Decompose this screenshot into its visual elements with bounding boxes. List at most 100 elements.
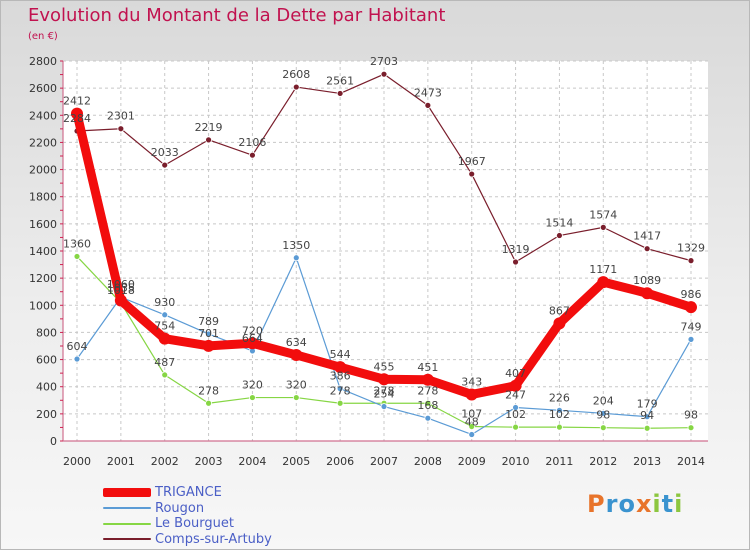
legend-label: Comps-sur-Artuby <box>155 531 272 547</box>
data-label: 94 <box>640 409 654 422</box>
data-label: 754 <box>154 320 175 333</box>
data-label: 1329 <box>677 242 705 255</box>
data-label: 1417 <box>633 230 661 243</box>
data-label: 204 <box>593 394 614 407</box>
data-point <box>202 339 215 352</box>
data-point <box>509 379 522 392</box>
data-label: 386 <box>330 370 351 383</box>
legend-label: TRIGANCE <box>155 485 222 501</box>
y-tick-label: 1800 <box>29 191 57 204</box>
x-tick-label: 2009 <box>458 455 486 468</box>
data-label: 179 <box>637 398 658 411</box>
data-label: 930 <box>154 296 175 309</box>
data-point <box>556 232 563 239</box>
y-tick-label: 2600 <box>29 82 57 95</box>
data-point <box>249 151 256 159</box>
data-label: 1171 <box>589 263 617 276</box>
data-point <box>599 223 607 231</box>
data-label: 789 <box>198 315 219 328</box>
data-label: 2608 <box>282 68 310 81</box>
data-label: 2561 <box>326 74 354 87</box>
x-tick-label: 2000 <box>63 455 91 468</box>
data-point <box>512 404 519 411</box>
x-tick-label: 2003 <box>195 455 223 468</box>
data-point <box>161 311 169 319</box>
y-tick-label: 0 <box>50 435 57 448</box>
data-point <box>468 170 476 178</box>
data-point <box>290 348 303 361</box>
data-label: 986 <box>681 288 702 301</box>
data-label: 544 <box>330 348 351 361</box>
data-label: 604 <box>67 340 88 353</box>
y-tick-label: 400 <box>36 381 57 394</box>
logo-letter: r <box>605 490 619 518</box>
legend-swatch <box>103 507 151 510</box>
x-tick-label: 2005 <box>282 455 310 468</box>
data-point <box>424 399 432 407</box>
data-point <box>336 385 344 393</box>
data-label: 102 <box>505 408 526 421</box>
data-point <box>643 424 651 432</box>
data-point <box>117 125 125 133</box>
data-label: 343 <box>461 375 482 388</box>
x-tick-label: 2008 <box>414 455 442 468</box>
data-label: 487 <box>154 356 175 369</box>
data-point <box>205 330 212 338</box>
y-tick-label: 2000 <box>29 164 57 177</box>
chart-subtitle: (en €) <box>28 31 58 42</box>
data-label: 2301 <box>107 110 135 123</box>
data-label: 48 <box>465 415 479 428</box>
data-point <box>161 371 169 379</box>
chart-legend: TRIGANCE Rougon Le Bourguet Comps-sur-Artub… <box>103 485 272 547</box>
data-label: 278 <box>330 384 351 397</box>
data-label: 2284 <box>63 112 91 125</box>
data-point <box>161 161 169 169</box>
x-tick-label: 2012 <box>589 455 617 468</box>
logo-letter: t <box>661 490 675 518</box>
y-tick-label: 800 <box>36 326 57 339</box>
data-label: 107 <box>461 407 482 420</box>
data-label: 1319 <box>502 243 530 256</box>
data-point <box>71 107 83 120</box>
x-tick-label: 2001 <box>107 455 135 468</box>
data-point <box>556 423 563 431</box>
data-point <box>685 301 697 314</box>
data-point <box>334 361 347 374</box>
data-point <box>336 90 344 97</box>
chart-title: Evolution du Montant de la Dette par Hab… <box>28 5 446 26</box>
x-tick-label: 2013 <box>633 455 661 468</box>
data-label: 320 <box>242 379 263 392</box>
data-point <box>687 257 695 265</box>
data-label: 451 <box>417 361 438 374</box>
legend-swatch <box>103 488 151 498</box>
data-label: 98 <box>684 409 698 422</box>
data-point <box>512 423 519 431</box>
x-tick-label: 2014 <box>677 455 705 468</box>
data-label: 634 <box>286 336 307 349</box>
data-point <box>292 83 300 91</box>
data-label: 407 <box>505 367 526 380</box>
data-label: 98 <box>596 409 610 422</box>
data-point <box>643 413 651 421</box>
data-label: 1967 <box>458 155 486 168</box>
logo-letter: x <box>635 490 653 518</box>
data-label: 1574 <box>589 208 617 221</box>
data-label: 226 <box>549 391 570 404</box>
y-tick-label: 2400 <box>29 109 57 122</box>
data-point <box>205 136 212 144</box>
legend-swatch <box>103 538 151 541</box>
y-tick-label: 2800 <box>29 55 57 68</box>
logo-letter: i <box>652 490 662 518</box>
x-tick-label: 2006 <box>326 455 354 468</box>
data-label: 278 <box>374 384 395 397</box>
data-point <box>641 287 654 300</box>
data-label: 1360 <box>63 237 91 250</box>
data-label: 2106 <box>238 136 266 149</box>
data-label: 1060 <box>107 278 135 291</box>
data-label: 2473 <box>414 86 442 99</box>
data-label: 1035 <box>107 282 135 295</box>
legend-label: Le Bourguet <box>155 516 234 532</box>
data-point <box>380 70 388 78</box>
data-point <box>553 317 566 330</box>
